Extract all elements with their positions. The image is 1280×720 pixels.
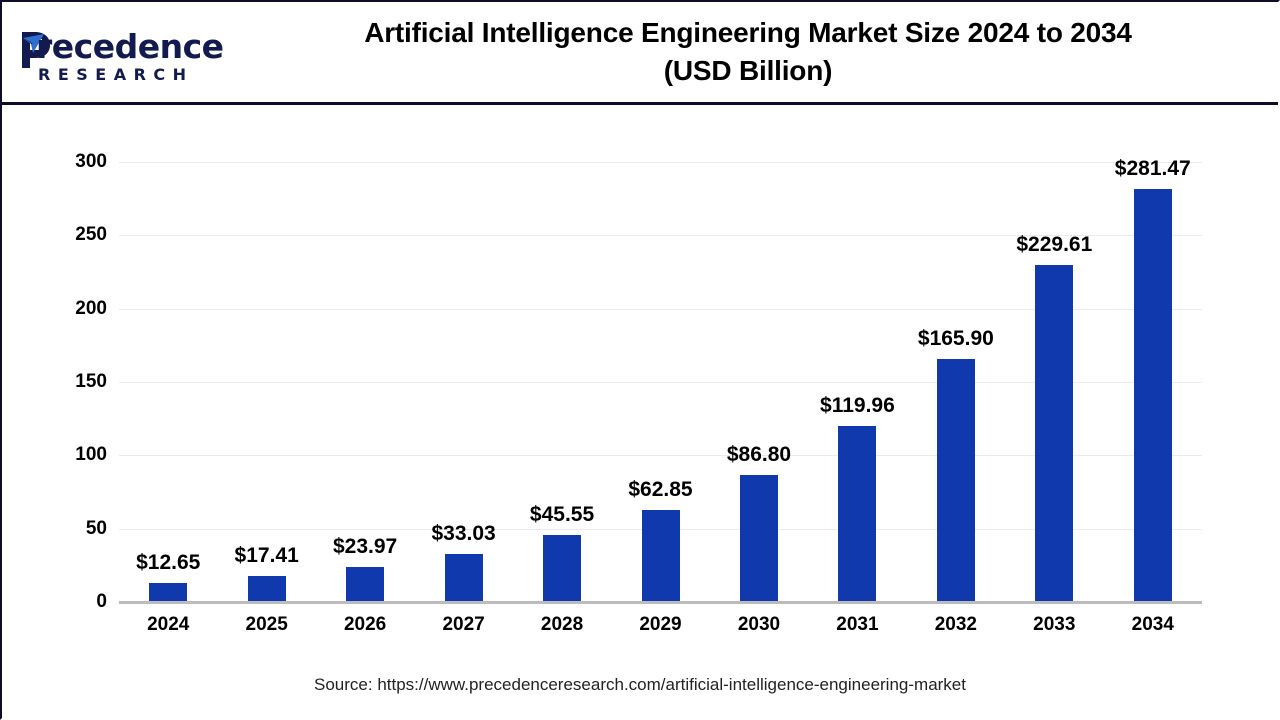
y-axis-tick-label: 150 [75, 371, 107, 392]
bar-value-label: $281.47 [1114, 157, 1191, 181]
page-header: recedence RESEARCH Artificial Intelligen… [2, 2, 1278, 105]
bar-value-label: $119.96 [820, 394, 895, 418]
logo-wordmark: recedence [36, 27, 224, 66]
logo-subtitle: RESEARCH [38, 65, 194, 84]
bar[interactable]: $23.97 [333, 535, 397, 602]
precedence-research-logo: recedence RESEARCH [12, 25, 227, 87]
bar-value-label: $12.65 [136, 551, 201, 575]
y-axis-tick-label: 250 [75, 224, 107, 246]
gridline [119, 382, 1202, 383]
bar[interactable]: $17.41 [235, 544, 299, 602]
x-axis-tick-label: 2025 [245, 614, 288, 635]
x-axis-tick-label: 2024 [147, 614, 190, 635]
bar-value-label: $45.55 [529, 503, 595, 527]
bar-value-label: $229.61 [1016, 233, 1093, 257]
bar-value-label: $86.80 [726, 442, 792, 466]
bar-value-label: $23.97 [333, 534, 398, 558]
gridline [119, 455, 1202, 457]
bar-value-label: $165.90 [917, 326, 994, 350]
x-axis-line [119, 601, 1202, 604]
gridline [119, 162, 1202, 163]
page-title: Artificial Intelligence Engineering Mark… [238, 14, 1258, 90]
bar[interactable]: $281.47 [1115, 157, 1191, 602]
bar[interactable]: $229.61 [1016, 233, 1092, 602]
page-title-line-2: (USD Billion) [663, 55, 833, 86]
bar[interactable]: $45.55 [530, 503, 594, 602]
y-axis-tick-label: 200 [75, 297, 107, 319]
y-axis-tick-label: 100 [75, 444, 107, 466]
bar[interactable]: $86.80 [727, 443, 791, 602]
source-caption: Source: https://www.precedenceresearch.c… [314, 675, 966, 694]
gridline [119, 308, 1202, 310]
bar[interactable]: $119.96 [820, 394, 895, 602]
bar-value-label: $62.85 [628, 477, 693, 501]
x-axis-tick-label: 2029 [639, 614, 682, 635]
x-axis-tick-label: 2034 [1131, 614, 1174, 635]
x-axis-tick-label: 2031 [836, 614, 879, 635]
x-axis-tick-label: 2027 [442, 614, 485, 635]
bar[interactable]: $33.03 [431, 522, 496, 602]
x-axis-tick-label: 2030 [737, 614, 781, 635]
x-axis-tick-label: 2032 [934, 614, 977, 635]
bar[interactable]: $165.90 [918, 327, 994, 602]
bar[interactable]: $62.85 [628, 478, 693, 602]
bar-chart: 0 50 100 150 200 250 300 $12.65 $17.41 $23.97 $33.… [2, 105, 1278, 718]
y-axis-tick-label: 0 [96, 591, 107, 612]
plot-area: 0 50 100 150 200 250 300 $12.65 $17.41 $23.97 $33.… [75, 151, 1202, 612]
bar-value-label: $17.41 [234, 544, 299, 568]
y-axis-tick-label: 50 [85, 517, 107, 539]
x-axis-tick-label: 2028 [540, 614, 584, 635]
gridline [119, 235, 1202, 237]
precedence-arrow-mark [22, 32, 50, 68]
x-axis-tick-label: 2033 [1033, 614, 1076, 635]
bar[interactable]: $12.65 [136, 551, 200, 602]
x-axis-tick-label: 2026 [343, 614, 387, 635]
bar-value-label: $33.03 [431, 521, 496, 545]
page-title-line-1: Artificial Intelligence Engineering Mark… [364, 17, 1132, 48]
y-axis-tick-label: 300 [75, 151, 107, 172]
